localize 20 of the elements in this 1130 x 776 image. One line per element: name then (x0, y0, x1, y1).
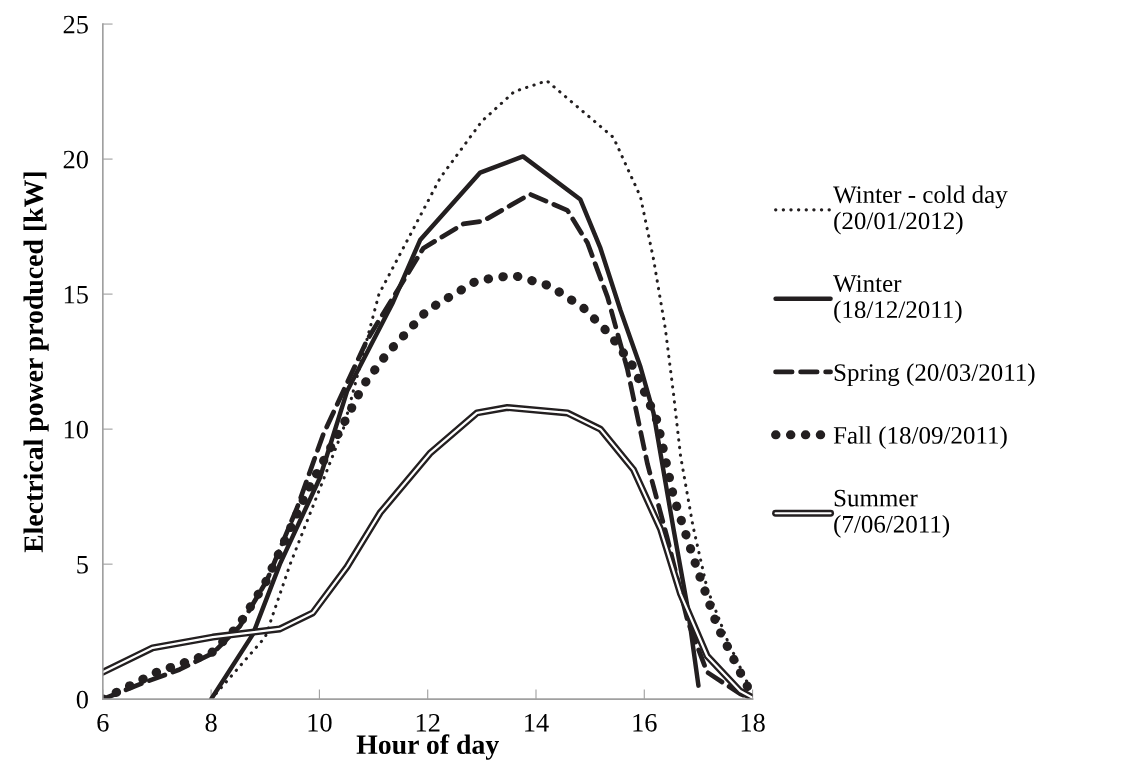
legend-label: Spring (20/03/2011) (834, 363, 1035, 387)
y-tick-label: 0 (76, 690, 88, 709)
y-tick-label: 15 (64, 285, 88, 304)
y-axis-title: Electrical power produced [kW] (23, 172, 49, 553)
x-tick-label: 16 (633, 713, 657, 732)
legend-label: Winter - cold day (20/01/2012) (833, 185, 1008, 235)
y-tick-label: 25 (63, 15, 88, 34)
x-tick-label: 6 (97, 713, 109, 732)
y-tick-label: 10 (64, 420, 88, 439)
legend-label: Fall (18/09/2011) (833, 426, 1007, 449)
legend-label: Winter (18/12/2011) (833, 275, 962, 324)
x-tick-label: 8 (205, 713, 217, 732)
x-tick-label: 12 (416, 713, 440, 732)
x-tick-label: 10 (308, 713, 332, 732)
y-tick-label: 20 (63, 150, 88, 169)
y-tick-label: 5 (77, 556, 88, 574)
legend-label: Summer (7/06/2011) (834, 489, 950, 538)
x-tick-label: 18 (741, 713, 765, 732)
x-tick-label: 14 (525, 713, 549, 732)
x-axis-title: Hour of day (356, 734, 499, 760)
